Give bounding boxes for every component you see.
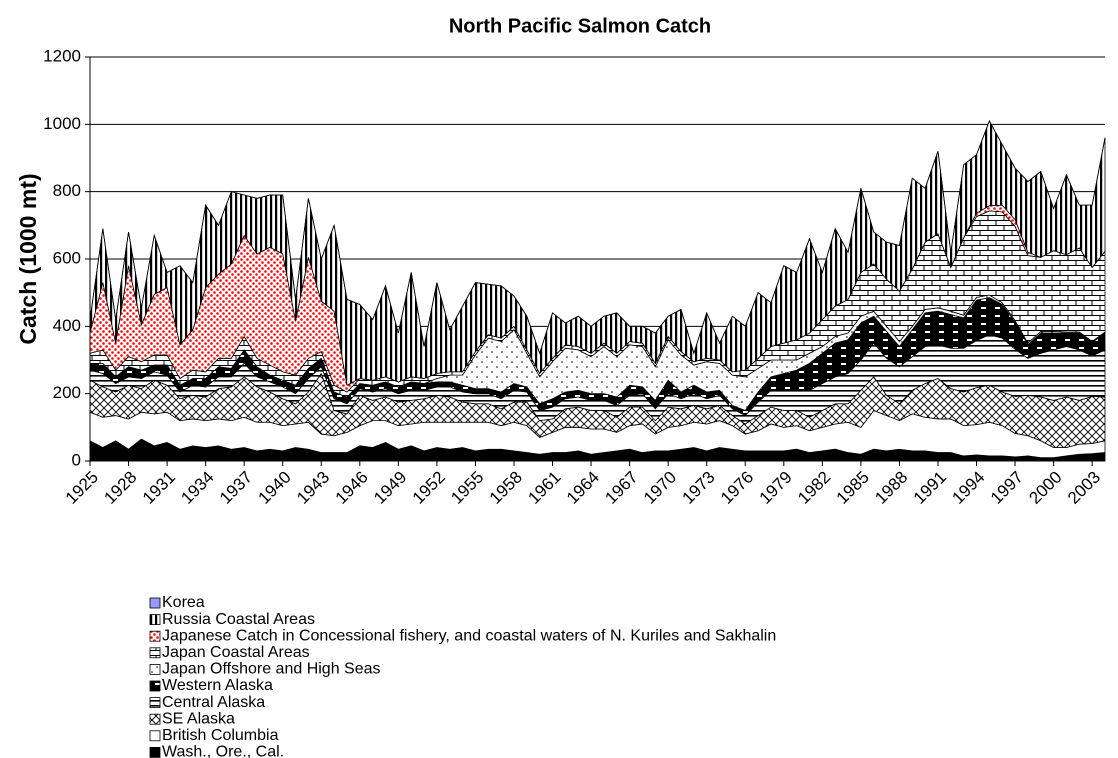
legend-label: Japanese Catch in Concessional fishery, … bbox=[162, 627, 776, 644]
x-tick-label: 2000 bbox=[1025, 468, 1065, 508]
x-tick-label: 1964 bbox=[563, 468, 603, 508]
x-tick-label: 1931 bbox=[139, 468, 179, 508]
legend-swatch bbox=[149, 647, 161, 659]
legend-label: Japan Coastal Areas bbox=[162, 644, 310, 661]
x-tick-label: 1928 bbox=[100, 468, 140, 508]
x-tick-label: 1952 bbox=[409, 468, 449, 508]
y-tick-label: 200 bbox=[53, 383, 81, 402]
x-tick-label: 1937 bbox=[216, 468, 256, 508]
x-tick-label: 1970 bbox=[640, 468, 680, 508]
legend-swatch bbox=[149, 697, 161, 708]
x-tick-label: 1994 bbox=[948, 468, 988, 508]
x-tick-label: 1976 bbox=[717, 468, 757, 508]
legend-swatch bbox=[149, 747, 161, 758]
x-tick-label: 1997 bbox=[987, 468, 1027, 508]
legend-label: Central Alaska bbox=[162, 694, 265, 711]
x-tick-label: 1982 bbox=[794, 468, 834, 508]
legend-label: British Columbia bbox=[162, 727, 279, 744]
legend-swatch bbox=[149, 630, 161, 642]
x-tick-label: 1955 bbox=[447, 468, 487, 508]
legend-swatch bbox=[149, 664, 161, 675]
legend-label: Korea bbox=[162, 594, 205, 611]
x-tick-label: 1958 bbox=[486, 468, 526, 508]
legend-label: Japan Offshore and High Seas bbox=[162, 661, 381, 678]
y-tick-label: 1000 bbox=[43, 114, 81, 133]
x-tick-label: 2003 bbox=[1064, 468, 1104, 508]
legend-label: Wash., Ore., Cal. bbox=[162, 744, 284, 758]
y-tick-label: 1200 bbox=[43, 46, 81, 65]
area bbox=[89, 120, 1106, 355]
legend-label: Western Alaska bbox=[162, 677, 273, 694]
legend-label: Russia Coastal Areas bbox=[162, 611, 315, 628]
legend-swatch bbox=[149, 614, 161, 625]
y-tick-label: 400 bbox=[53, 316, 81, 335]
x-tick-label: 1934 bbox=[177, 468, 217, 508]
chart-title: North Pacific Salmon Catch bbox=[449, 15, 711, 37]
x-tick-label: 1946 bbox=[332, 468, 372, 508]
y-tick-label: 800 bbox=[53, 181, 81, 200]
legend-swatch bbox=[149, 680, 161, 692]
x-tick-label: 1949 bbox=[370, 468, 410, 508]
x-tick-label: 1967 bbox=[601, 468, 641, 508]
legend-swatch bbox=[149, 730, 161, 742]
x-tick-label: 1925 bbox=[62, 468, 102, 508]
y-axis-title: Catch (1000 mt) bbox=[15, 173, 41, 344]
x-tick-label: 1943 bbox=[293, 468, 333, 508]
legend-swatch bbox=[149, 597, 161, 609]
x-tick-label: 1991 bbox=[910, 468, 950, 508]
x-tick-label: 1961 bbox=[524, 468, 564, 508]
y-tick-label: 600 bbox=[53, 248, 81, 267]
y-tick-label: 0 bbox=[72, 450, 81, 469]
x-tick-label: 1940 bbox=[255, 468, 295, 508]
x-tick-label: 1979 bbox=[756, 468, 796, 508]
legend-swatch bbox=[149, 713, 161, 725]
x-tick-label: 1988 bbox=[871, 468, 911, 508]
x-tick-label: 1985 bbox=[833, 468, 873, 508]
x-tick-label: 1973 bbox=[679, 468, 719, 508]
legend-label: SE Alaska bbox=[162, 710, 235, 727]
